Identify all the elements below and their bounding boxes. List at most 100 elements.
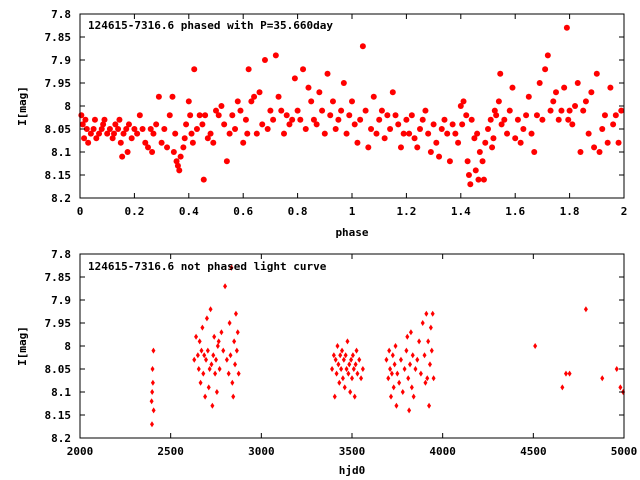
y-tick-label: 7.8 [51,8,71,21]
data-point [150,379,155,386]
unphased-light-curve-panel: 2000 2500 3000 3500 4000 4500 5000 7.87.857.97… [16,248,637,477]
data-point [389,89,396,96]
data-point [474,130,481,137]
data-point [485,126,491,132]
data-point [136,112,143,119]
data-point [200,176,207,183]
data-point [169,93,176,100]
data-point [223,283,228,290]
data-point [475,176,482,183]
data-point [408,361,413,368]
data-point [204,356,209,363]
data-point [360,366,365,372]
data-point [270,116,277,123]
data-point [142,139,149,146]
data-point [525,93,532,100]
data-point [215,112,222,119]
data-point [199,347,204,354]
phased-light-curve-panel: 0 0.2 0.4 0.6 0.8 1 1.2 1.4 1.6 1.8 2 7.87.857.97.… [16,8,627,239]
data-point [504,130,511,137]
data-point [230,379,235,386]
data-point [237,107,244,114]
phased-x-axis-label: phase [335,226,368,239]
data-point [400,389,405,395]
data-point [480,176,487,183]
y-tick-label: 7.9 [51,294,71,307]
data-point [209,361,214,368]
data-point [151,407,156,414]
data-point [87,130,94,137]
unphased-x-axis-label: hjd0 [339,464,366,477]
data-point [468,116,475,123]
y-tick-label: 8.15 [45,409,72,422]
data-point [528,130,535,137]
data-point [150,389,155,395]
data-point [407,407,412,414]
data-point [219,329,224,336]
data-point [189,139,196,146]
data-point [221,121,228,128]
data-point [233,310,238,317]
data-point [195,352,200,359]
data-point [533,343,538,349]
data-point [120,130,127,137]
data-point [202,352,207,359]
y-tick-label: 7.95 [45,77,72,90]
data-point [82,116,89,123]
data-point [429,347,434,354]
data-point [391,384,396,391]
data-point [376,116,383,123]
data-point [281,130,287,137]
data-point [149,398,154,405]
data-point [275,93,282,100]
data-point [618,384,623,391]
data-point [197,338,202,345]
y-tick-label: 8.05 [45,123,72,136]
data-point [123,126,130,132]
data-point [463,112,470,119]
data-point [164,144,171,151]
data-point [226,370,231,377]
data-point [297,116,304,123]
data-point [436,153,443,160]
data-point [574,80,581,86]
data-point [100,121,107,128]
data-point [489,144,496,151]
data-point [392,112,399,119]
data-point [211,352,216,359]
data-point [465,172,472,178]
data-point [607,84,614,91]
y-tick-label: 8.2 [51,192,71,205]
data-point [580,107,587,114]
data-point [117,139,124,146]
data-point [111,130,117,137]
data-point [550,98,557,105]
data-point [339,366,344,372]
data-point [441,116,448,123]
data-point [582,98,589,105]
data-point [185,98,192,105]
data-point [335,116,342,123]
data-point [213,107,219,114]
data-point [497,70,504,77]
data-point [553,89,559,96]
data-point [217,366,222,372]
data-point [180,144,187,151]
x-tick-label: 3500 [339,445,366,458]
data-point [344,366,349,372]
data-point [482,139,489,146]
data-point [569,121,576,128]
data-point [362,107,369,114]
data-point [104,130,111,137]
data-point [200,324,205,331]
data-point [418,370,423,377]
phased-plot-frame [79,13,625,199]
data-point [610,121,617,128]
phased-y-axis-label: I[mag] [16,86,29,126]
data-point [302,126,309,132]
data-point [340,80,347,86]
data-point [204,135,211,142]
data-point [444,130,451,137]
data-point [422,107,429,114]
data-point [381,135,388,142]
